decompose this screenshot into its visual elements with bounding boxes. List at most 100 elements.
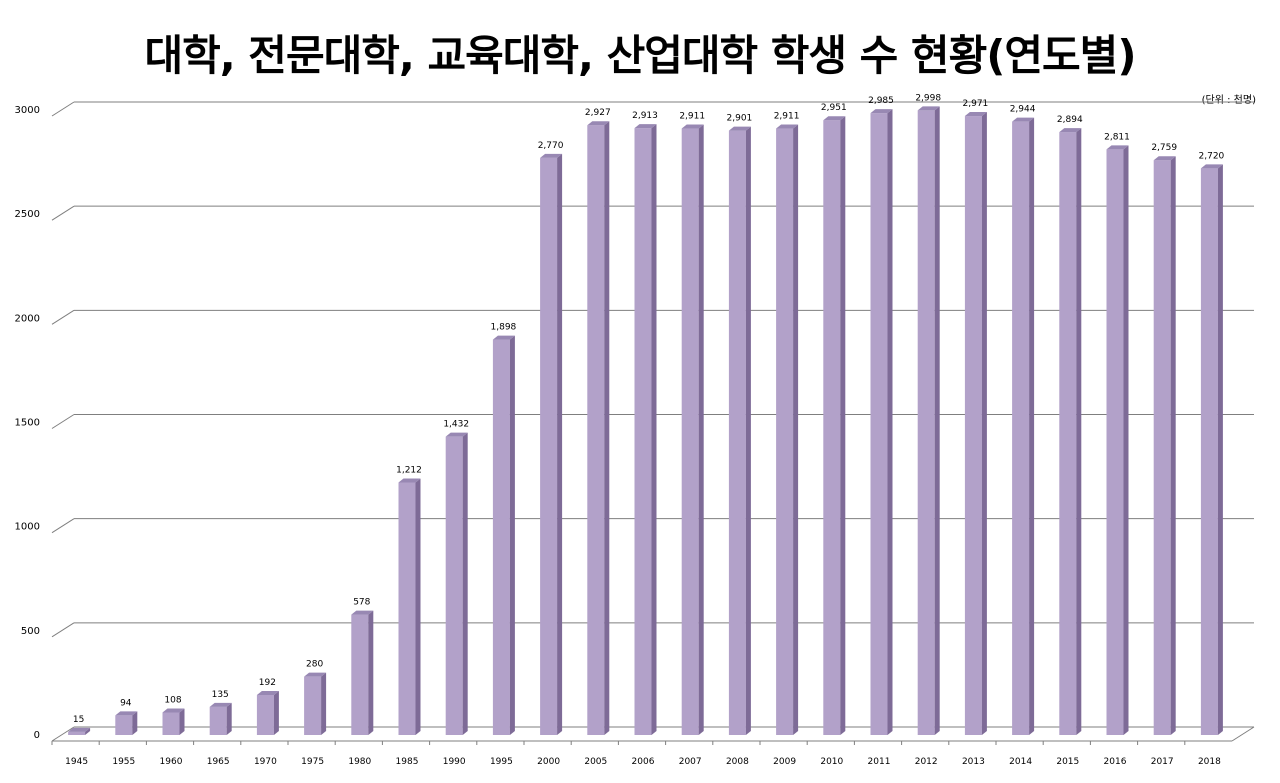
bar-top bbox=[917, 106, 940, 111]
bar-front bbox=[776, 128, 794, 735]
data-label: 192 bbox=[259, 678, 276, 688]
bar-top bbox=[587, 121, 610, 126]
bar-front bbox=[304, 676, 322, 735]
bar-top bbox=[304, 672, 327, 677]
data-label: 2,998 bbox=[915, 93, 941, 103]
data-label: 1,432 bbox=[443, 420, 469, 430]
bar-1995 bbox=[492, 335, 515, 735]
bar-2008 bbox=[728, 126, 751, 735]
data-label: 2,927 bbox=[585, 108, 611, 118]
unit-note: (단위 : 천명) bbox=[1201, 95, 1256, 106]
bar-1945 bbox=[68, 727, 91, 735]
y-tick-label: 0 bbox=[34, 730, 40, 741]
y-tick-label: 2500 bbox=[15, 209, 40, 220]
bar-front bbox=[209, 706, 227, 735]
y-tick-label: 1500 bbox=[15, 418, 40, 429]
bar-1980 bbox=[351, 610, 374, 735]
bar-1970 bbox=[256, 691, 279, 735]
bar-front bbox=[1200, 168, 1218, 736]
bar-top bbox=[540, 153, 563, 158]
bar-top bbox=[634, 124, 657, 129]
x-tick-label: 2016 bbox=[1104, 757, 1127, 767]
bar-front bbox=[256, 695, 274, 735]
bar-side bbox=[840, 116, 846, 736]
bar-side bbox=[651, 124, 657, 735]
bar-top bbox=[1106, 145, 1129, 150]
data-label: 1,212 bbox=[396, 466, 422, 476]
x-tick-label: 1980 bbox=[348, 757, 371, 767]
bar-front bbox=[1106, 149, 1124, 735]
bar-top bbox=[870, 109, 893, 114]
bar-side bbox=[132, 711, 138, 735]
bar-front bbox=[540, 157, 558, 735]
bar-side bbox=[1076, 128, 1082, 736]
x-tick-label: 2008 bbox=[726, 757, 749, 767]
y-tick-label: 2000 bbox=[15, 313, 40, 324]
bar-2011 bbox=[870, 109, 893, 735]
data-label: 578 bbox=[353, 598, 370, 608]
bar-1955 bbox=[115, 711, 138, 735]
bar-2018 bbox=[1200, 164, 1223, 736]
bar-top bbox=[1200, 164, 1223, 169]
x-tick-label: 2006 bbox=[632, 757, 655, 767]
x-tick-label: 2009 bbox=[773, 757, 796, 767]
x-tick-label: 1990 bbox=[443, 757, 466, 767]
bar-front bbox=[587, 125, 605, 736]
bar-side bbox=[887, 109, 893, 735]
x-tick-label: 1945 bbox=[65, 757, 88, 767]
y-tick-label: 500 bbox=[21, 626, 40, 637]
y-tick-label: 1000 bbox=[15, 522, 40, 533]
bar-2000 bbox=[540, 153, 563, 735]
gridline-depth bbox=[51, 205, 75, 221]
x-tick-label: 2007 bbox=[679, 757, 702, 767]
bar-top bbox=[351, 610, 374, 615]
bar-front bbox=[964, 116, 982, 735]
x-tick-label: 2014 bbox=[1009, 757, 1032, 767]
bar-top bbox=[256, 691, 279, 695]
bar-front bbox=[634, 128, 652, 735]
bar-top bbox=[776, 124, 799, 129]
bar-side bbox=[698, 124, 704, 735]
bar-front bbox=[68, 731, 86, 735]
x-tick-label: 1955 bbox=[112, 757, 135, 767]
bar-side bbox=[1029, 117, 1035, 735]
data-label: 2,911 bbox=[774, 112, 800, 122]
bar-front bbox=[351, 614, 369, 735]
bar-side bbox=[415, 478, 421, 735]
data-label: 108 bbox=[164, 696, 181, 706]
bar-2014 bbox=[1012, 117, 1035, 735]
bar-side bbox=[321, 672, 327, 735]
bar-top bbox=[445, 432, 468, 437]
bar-side bbox=[793, 124, 799, 735]
data-label: 2,811 bbox=[1104, 132, 1130, 142]
x-tick-label: 2000 bbox=[537, 757, 560, 767]
bar-front bbox=[728, 130, 746, 735]
gridline-depth bbox=[51, 309, 75, 325]
bar-side bbox=[745, 126, 751, 735]
gridline-depth bbox=[51, 518, 75, 534]
bar-side bbox=[557, 153, 563, 735]
bar-1960 bbox=[162, 708, 185, 735]
data-label: 2,901 bbox=[727, 114, 753, 124]
bar-side bbox=[1123, 145, 1129, 735]
bar-1990 bbox=[445, 432, 468, 735]
bar-2006 bbox=[634, 124, 657, 735]
x-tick-label: 2010 bbox=[820, 757, 843, 767]
data-label: 1,898 bbox=[491, 323, 517, 333]
bar-side bbox=[1170, 156, 1176, 736]
data-label: 2,720 bbox=[1199, 151, 1225, 161]
bar-2012 bbox=[917, 106, 940, 735]
bar-front bbox=[1059, 132, 1077, 736]
bar-2007 bbox=[681, 124, 704, 735]
bar-side bbox=[226, 702, 232, 735]
data-label: 2,985 bbox=[868, 96, 894, 106]
bar-front bbox=[115, 715, 133, 735]
x-tick-label: 1970 bbox=[254, 757, 277, 767]
bar-top bbox=[1153, 156, 1176, 161]
bar-1965 bbox=[209, 702, 232, 735]
y-tick-label: 3000 bbox=[15, 105, 40, 116]
x-tick-label: 1995 bbox=[490, 757, 513, 767]
bar-front bbox=[1012, 121, 1030, 735]
x-tick-label: 2005 bbox=[584, 757, 607, 767]
